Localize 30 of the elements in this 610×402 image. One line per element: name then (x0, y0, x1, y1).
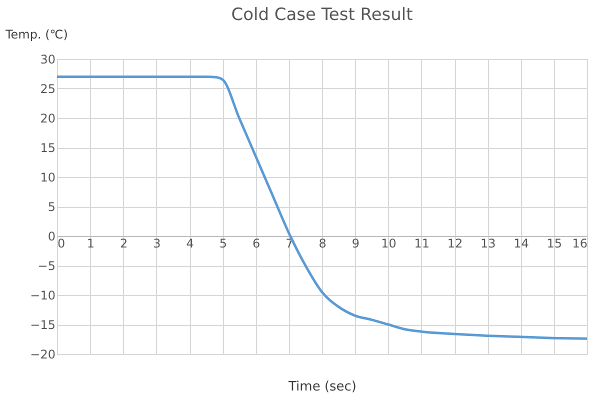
y-tick-label: −20 (30, 348, 56, 362)
y-tick-label: −15 (30, 318, 56, 332)
x-tick-label: 15 (546, 236, 562, 250)
x-axis-title: Time (sec) (287, 380, 357, 394)
x-tick-label: 2 (120, 236, 128, 250)
y-tick-label: −10 (30, 288, 56, 302)
x-tick-label: 8 (318, 236, 326, 250)
x-tick-label: 9 (352, 236, 360, 250)
line-series (56, 75, 588, 340)
y-tick-label: 10 (40, 170, 56, 184)
x-tick-label: 6 (252, 236, 260, 250)
x-tick-label: 11 (414, 236, 430, 250)
x-tick-label: 10 (381, 236, 396, 250)
y-tick-label: 15 (40, 141, 56, 155)
y-tick-label: 25 (40, 82, 56, 96)
chart-title: Cold Case Test Result (231, 5, 414, 25)
x-tick-label: 14 (514, 236, 529, 250)
y-tick-label: −5 (38, 259, 56, 273)
y-tick-label: 30 (40, 52, 56, 66)
x-tick-label: 16 (572, 236, 588, 250)
x-tick-label: 0 (58, 236, 66, 250)
x-tick-label: 4 (186, 236, 194, 250)
x-tick-label: 5 (219, 236, 227, 250)
x-tick-label: 12 (447, 236, 463, 250)
x-tick-label: 1 (86, 236, 94, 250)
y-tick-label: 5 (48, 200, 56, 214)
y-axis-title: Temp. (℃) (4, 28, 68, 42)
x-tick-label: 13 (480, 236, 496, 250)
x-tick-label: 3 (153, 236, 161, 250)
y-tick-label: 20 (40, 112, 56, 126)
